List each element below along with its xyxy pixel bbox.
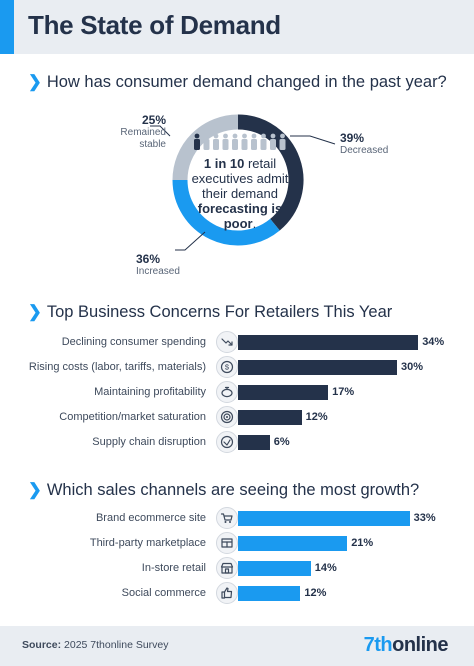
donut-section-heading-text: How has consumer demand changed in the p… <box>46 73 447 91</box>
chevron-right-icon: ❯ <box>28 73 42 91</box>
brand-logo: 7thonline <box>363 634 449 656</box>
page-title: The State of Demand <box>28 10 281 40</box>
channel-bar <box>238 586 301 601</box>
channel-bar <box>238 511 410 526</box>
donut-center-text: 1 in 10 retail executives admit their de… <box>180 156 300 231</box>
trend-down-icon <box>216 331 238 353</box>
channel-value: 33% <box>413 512 436 524</box>
person-icon <box>241 133 248 150</box>
stable-pct: 25% <box>141 113 166 127</box>
person-icon <box>251 133 257 150</box>
channel-value: 12% <box>304 587 327 599</box>
center-mid: retail executives admit their demand <box>191 156 289 201</box>
increased-label: Increased <box>136 266 180 277</box>
target-icon <box>216 406 238 428</box>
channel-bar <box>238 561 311 576</box>
channels-section-heading: ❯ Which sales channels are seeing the mos… <box>28 480 419 500</box>
leader-decreased <box>290 135 336 145</box>
source-label: Source: <box>22 639 62 651</box>
concern-value: 30% <box>401 361 424 373</box>
channels-section-heading-text: Which sales channels are seeing the most… <box>46 481 420 499</box>
person-icon-highlighted <box>194 133 200 150</box>
person-icon <box>222 133 229 150</box>
leader-increased <box>175 231 206 251</box>
channel-label: Brand ecommerce site <box>95 512 206 524</box>
concerns-section-heading: ❯ Top Business Concerns For Retailers Thi… <box>28 302 392 322</box>
chevron-right-icon: ❯ <box>28 481 42 499</box>
marketplace-icon <box>216 532 238 554</box>
decreased-pct: 39% <box>340 131 365 145</box>
person-icon <box>270 133 276 150</box>
cart-icon <box>216 507 238 529</box>
concerns-section-heading-text: Top Business Concerns For Retailers This… <box>46 303 393 321</box>
footer: Source: 2025 7thonline Survey 7thonline <box>0 626 474 666</box>
donut-segment-decreased <box>237 114 304 231</box>
piggy-bank-icon <box>216 381 238 403</box>
channel-label: In-store retail <box>141 562 206 574</box>
callout-stable: 25% Remained stable <box>108 113 166 151</box>
callout-increased: 36% Increased <box>136 252 180 278</box>
concern-bar <box>238 410 302 425</box>
chevron-right-icon: ❯ <box>28 303 42 321</box>
leader-stable <box>150 125 171 137</box>
channel-label: Social commerce <box>121 587 206 599</box>
concern-value: 12% <box>305 411 328 423</box>
donut-section-heading: ❯ How has consumer demand changed in the … <box>28 72 447 92</box>
people-icon-row <box>194 133 286 150</box>
channel-bar <box>238 536 348 551</box>
channel-label: Third-party marketplace <box>89 537 206 549</box>
concern-value: 6% <box>273 436 290 448</box>
stable-label: Remained stable <box>120 127 166 150</box>
concern-value: 17% <box>332 386 355 398</box>
concern-label: Supply chain disruption <box>92 436 206 448</box>
concern-bar <box>238 360 397 375</box>
concern-bar <box>238 335 419 350</box>
concern-value: 34% <box>422 336 445 348</box>
concern-label: Rising costs (labor, tariffs, materials) <box>28 361 206 373</box>
donut-hole <box>188 130 288 230</box>
channel-value: 21% <box>351 537 374 549</box>
channel-value: 14% <box>314 562 337 574</box>
storefront-icon <box>216 557 238 579</box>
concern-label: Competition/market saturation <box>59 411 206 423</box>
source-note: Source: 2025 7thonline Survey <box>22 639 169 651</box>
person-icon <box>279 133 286 150</box>
supply-chain-icon <box>216 431 238 453</box>
person-icon <box>260 133 267 150</box>
dollar-icon: $ <box>216 356 238 378</box>
donut-segment-increased <box>172 179 280 246</box>
callout-decreased: 39% Decreased <box>340 131 388 157</box>
svg-text:$: $ <box>225 363 230 372</box>
center-tail: . <box>252 216 257 231</box>
concern-label: Declining consumer spending <box>61 336 206 348</box>
title-accent-bar <box>0 0 14 54</box>
concern-bar <box>238 385 329 400</box>
center-lead: 1 in 10 <box>203 156 245 171</box>
thumbs-up-icon <box>216 582 238 604</box>
person-icon <box>232 133 238 150</box>
center-strong: forecasting is poor <box>197 201 283 231</box>
concern-bar <box>238 435 270 450</box>
decreased-label: Decreased <box>340 145 389 156</box>
concern-label: Maintaining profitability <box>94 386 206 398</box>
increased-pct: 36% <box>136 252 161 266</box>
person-icon <box>213 133 219 150</box>
source-text: 2025 7thonline Survey <box>64 639 169 651</box>
person-icon <box>203 133 210 150</box>
title-banner: The State of Demand <box>0 0 474 54</box>
